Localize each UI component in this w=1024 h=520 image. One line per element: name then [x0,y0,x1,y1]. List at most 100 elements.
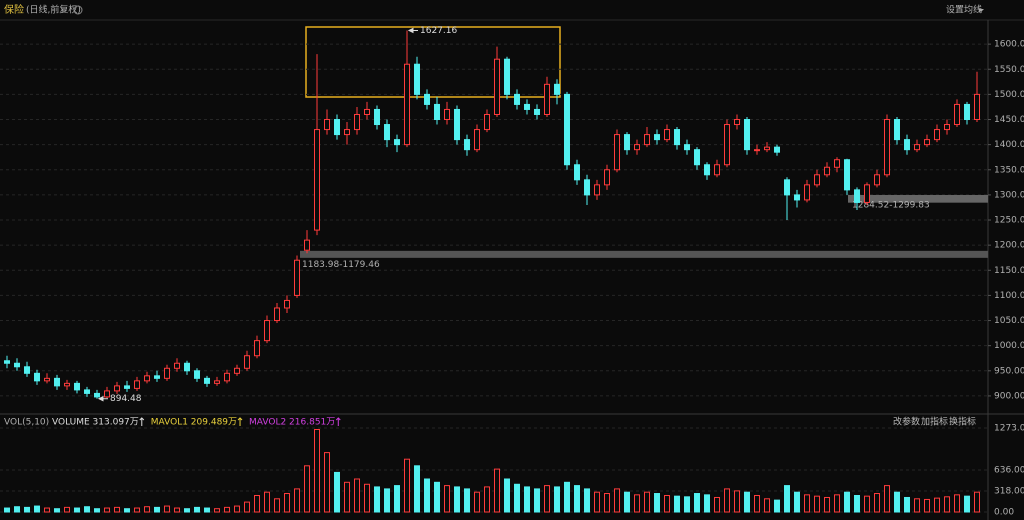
candle-body [904,139,910,151]
candle-body [294,259,300,296]
candle-body [724,124,730,166]
volume-bar [274,498,280,513]
y-tick-label: 1250.00 [994,216,1024,226]
candle-body [624,134,630,151]
candle-body [424,93,430,105]
volume-bar [74,507,80,513]
candle-body [924,139,930,146]
volume-bar [464,488,470,513]
volume-bar [14,506,20,513]
candle-body [74,382,80,391]
candle-body [554,83,560,95]
candle-body [844,159,850,191]
volume-bar [134,507,140,513]
candle-body [94,392,100,398]
volume-bar [884,485,890,513]
candle-body [44,377,50,382]
toolbar-button[interactable]: 改参数 [893,416,920,428]
volume-bar [474,491,480,513]
volume-bar [84,506,90,513]
selection-box [305,26,561,98]
volume-bar [484,486,490,513]
y-tick-label: 1150.00 [994,266,1024,276]
volume-bar [514,483,520,513]
volume-bar [934,497,940,513]
candle-body [154,375,160,379]
volume-bar [954,494,960,513]
candle-body [574,164,580,181]
volume-bar [174,507,180,513]
y-tick-label: 1450.00 [994,115,1024,125]
volume-bar [914,498,920,513]
volume-bar [284,493,290,513]
volume-bar [924,498,930,513]
candle-body [384,124,390,141]
candle-body [664,129,670,141]
candle-body [464,139,470,151]
gap-label: 1183.98-1179.46 [302,260,380,270]
candle-body [934,129,940,141]
y-tick-label: 1273.00 [994,423,1024,433]
candle-body [254,340,260,357]
candle-body [694,149,700,166]
volume-bar [94,508,100,513]
candle-body [374,108,380,126]
candle-body [784,179,790,196]
candle-body [864,184,870,203]
candle-body [364,108,370,115]
candle-body [174,362,180,369]
volume-title: VOL(5,10) [4,418,49,428]
volume-bar [714,496,720,513]
candle-body [394,139,400,146]
y-tick-label: 1100.00 [994,291,1024,301]
volume-bar [34,505,40,513]
legend-label: MAVOL1 209.489万 [151,418,237,428]
candle-body [434,103,440,121]
volume-bar [874,493,880,513]
candle-body [814,174,820,186]
candle-body [244,355,250,369]
dropdown-arrow[interactable] [978,9,984,12]
volume-bar [394,485,400,513]
candle-body [654,134,660,141]
toolbar-button[interactable]: 加指标 [921,416,948,428]
candle-body [124,385,130,389]
volume-bar [264,491,270,513]
toolbar-button[interactable]: 换指标 [949,416,976,428]
candle-body [84,389,90,394]
candle-body [224,372,230,382]
candle-body [24,366,30,374]
y-tick-label: 1050.00 [994,316,1024,326]
candle-body [644,134,650,146]
settings-button[interactable]: 设置均线 [946,4,982,16]
legend-arrow [335,417,341,426]
volume-bar [814,495,820,513]
volume-bar [574,485,580,513]
volume-bar [854,495,860,513]
candle-body [774,146,780,153]
volume-bar [164,505,170,513]
legend-arrow [237,417,243,426]
volume-bar [454,486,460,513]
volume-bar [364,483,370,513]
candle-body [834,159,840,168]
volume-bar [524,486,530,513]
candle-body [544,83,550,115]
volume-bar [634,494,640,513]
candle-body [894,119,900,141]
candle-body [34,372,40,382]
volume-bar [314,429,320,513]
candle-body [54,377,60,387]
settings-icon[interactable] [73,5,83,15]
volume-bar [784,485,790,513]
volume-bar [64,506,70,513]
volume-bar [594,491,600,513]
volume-bar [424,478,430,513]
y-tick-label: 1500.00 [994,90,1024,100]
candle-body [534,108,540,115]
y-tick-label: 0.00 [994,508,1014,518]
candle-body [274,307,280,322]
volume-bar [234,505,240,513]
